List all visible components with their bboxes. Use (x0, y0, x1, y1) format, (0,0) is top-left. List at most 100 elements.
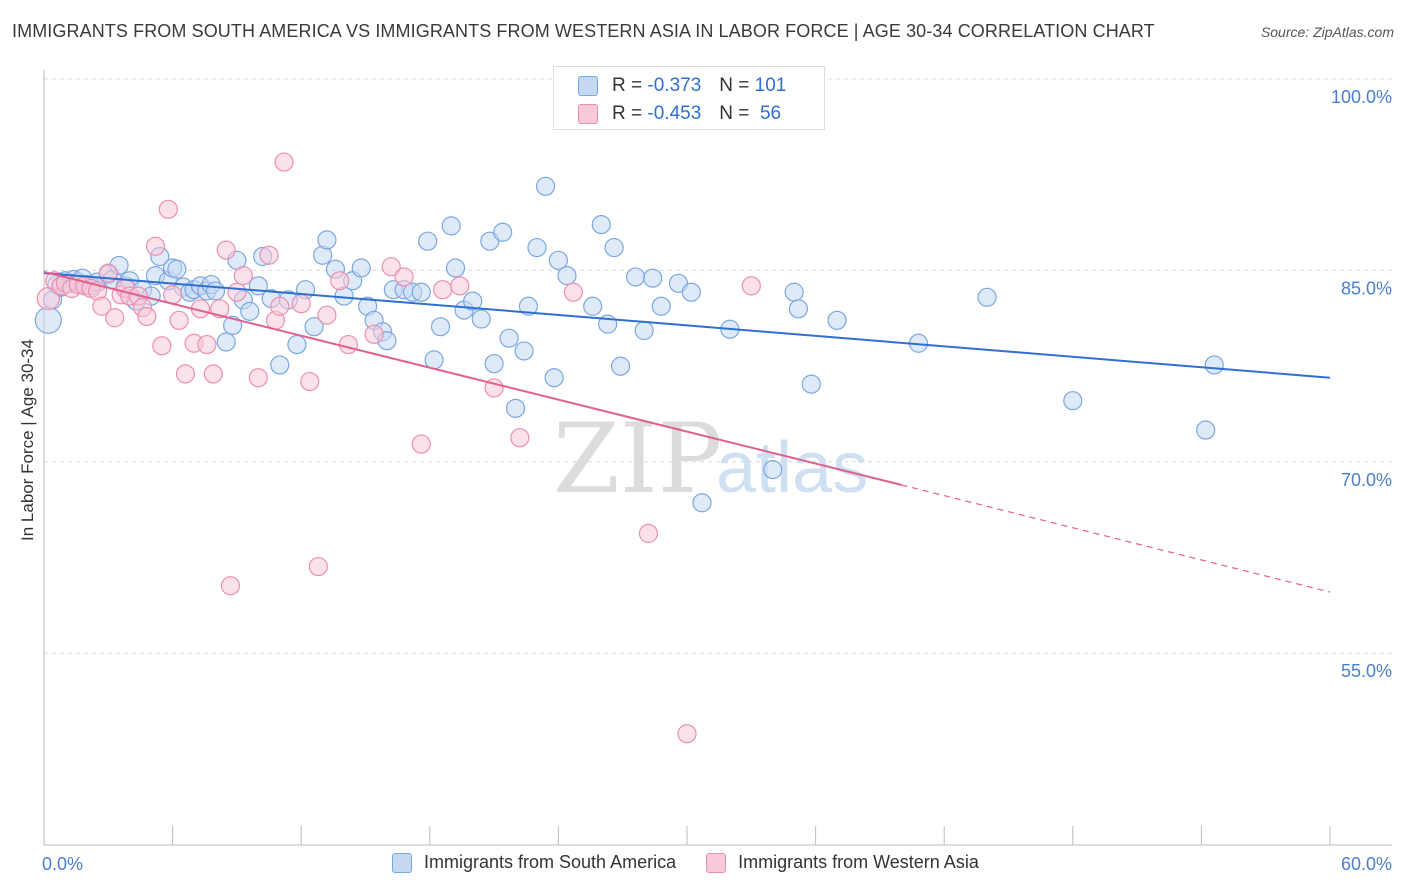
y-tick-label: 100.0% (1331, 87, 1392, 107)
data-point-western-asia (203, 364, 223, 384)
data-point-south-america (205, 281, 226, 301)
data-point-south-america (634, 320, 654, 341)
data-point-western-asia (210, 299, 230, 319)
data-point-western-asia (338, 334, 358, 355)
x-tick-label: 60.0% (1341, 854, 1392, 874)
watermark-atlas: atlas (716, 428, 868, 508)
data-point-south-america (445, 258, 466, 278)
data-point-south-america (801, 374, 821, 394)
data-point-south-america (763, 459, 783, 480)
south-america-legend-swatch (392, 852, 412, 873)
data-point-south-america (557, 266, 577, 286)
data-point-south-america (304, 317, 324, 337)
data-point-western-asia (510, 428, 530, 448)
data-point-western-asia (169, 310, 189, 330)
data-point-south-america (167, 259, 187, 279)
trend-line-south-america (43, 272, 1331, 379)
data-point-western-asia (677, 724, 697, 744)
data-point-western-asia (158, 199, 178, 219)
r-value: -0.373 (647, 75, 702, 96)
data-point-south-america (430, 317, 451, 337)
data-point-south-america (484, 354, 504, 374)
data-point-south-america (1063, 391, 1083, 411)
data-point-western-asia (411, 434, 431, 454)
r-label: R = (612, 75, 643, 96)
data-point-south-america (651, 296, 671, 316)
source-credit: Source: ZipAtlas.com (1260, 24, 1394, 40)
data-point-western-asia (105, 308, 125, 328)
data-point-south-america (583, 296, 603, 316)
data-point-south-america (317, 230, 337, 250)
legend-item-western-asia[interactable]: Immigrants from Western Asia (706, 852, 979, 873)
data-point-south-america (411, 282, 431, 302)
data-point-south-america (240, 301, 260, 321)
data-point-western-asia (638, 523, 659, 543)
south-america-swatch (578, 76, 598, 96)
data-point-south-america (34, 306, 62, 334)
data-point-south-america (977, 287, 997, 307)
western-asia-swatch (578, 104, 598, 124)
data-point-south-america (604, 237, 624, 258)
data-point-south-america (610, 356, 631, 376)
data-point-south-america (544, 368, 564, 388)
legend-label: Immigrants from Western Asia (738, 852, 979, 872)
data-point-south-america (1204, 355, 1224, 375)
watermark: ZIP atlas (553, 403, 868, 515)
y-tick-label: 70.0% (1341, 470, 1392, 490)
data-point-western-asia (137, 306, 157, 327)
watermark-zip: ZIP (553, 403, 722, 515)
data-point-south-america (643, 268, 663, 288)
data-point-western-asia (227, 282, 247, 302)
data-point-south-america (518, 296, 538, 316)
data-point-south-america (463, 291, 483, 311)
data-point-south-america (287, 334, 307, 355)
data-point-western-asia (741, 276, 761, 296)
data-point-western-asia (175, 364, 196, 384)
data-point-western-asia (563, 282, 584, 302)
data-point-south-america (535, 176, 556, 196)
data-point-south-america (424, 350, 444, 370)
data-point-western-asia (220, 576, 241, 596)
r-label: R = (612, 103, 643, 124)
data-point-western-asia (270, 296, 290, 316)
n-value: 101 (754, 75, 787, 96)
data-point-south-america (1196, 420, 1216, 440)
data-point-western-asia (216, 240, 236, 260)
data-point-western-asia (274, 152, 294, 172)
x-tick-label: 0.0% (42, 854, 83, 874)
data-point-western-asia (381, 257, 401, 277)
data-point-western-asia (300, 371, 320, 392)
trend-line-western-asia (43, 270, 902, 486)
series-legend: Immigrants from South America Immigrants… (392, 852, 1009, 873)
data-point-western-asia (92, 296, 112, 316)
data-point-south-america (471, 309, 491, 329)
data-point-western-asia (197, 334, 217, 355)
y-tick-label: 85.0% (1341, 278, 1392, 298)
correlation-legend: R = -0.373 N = 101 R = -0.453 N = 56 (553, 66, 825, 130)
data-point-south-america (527, 237, 547, 258)
western-asia-legend-swatch (706, 852, 727, 873)
data-point-south-america (270, 355, 290, 375)
data-point-south-america (351, 258, 371, 278)
data-point-western-asia (433, 280, 453, 300)
chart-title: IMMIGRANTS FROM SOUTH AMERICA VS IMMIGRA… (12, 21, 1155, 41)
data-point-western-asia (291, 294, 311, 314)
data-point-south-america (505, 398, 526, 418)
n-value: 56 (759, 103, 782, 124)
data-point-western-asia (394, 267, 414, 287)
correlation-row-south-america: R = -0.373 N = 101 (578, 72, 786, 100)
data-point-south-america (788, 299, 809, 319)
legend-label: Immigrants from South America (424, 852, 677, 872)
r-value: -0.453 (647, 103, 702, 124)
data-point-south-america (418, 231, 438, 251)
data-point-south-america (625, 267, 646, 287)
data-point-western-asia (364, 324, 384, 344)
data-point-western-asia (330, 271, 350, 291)
n-label: N = (719, 75, 750, 96)
data-point-south-america (591, 215, 611, 235)
data-point-south-america (681, 282, 701, 302)
y-tick-label: 55.0% (1341, 661, 1392, 681)
legend-item-south-america[interactable]: Immigrants from South America (392, 852, 676, 873)
data-point-western-asia (152, 336, 172, 356)
